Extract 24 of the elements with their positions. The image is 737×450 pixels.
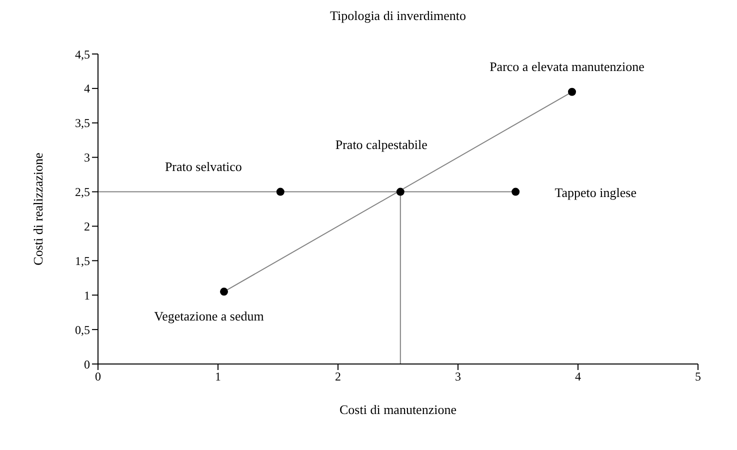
y-axis-title: Costi di realizzazione [30,152,46,266]
y-tick-label: 4 [84,82,90,96]
x-axis-title: Costi di manutenzione [340,402,457,417]
annotation: Prato calpestabile [335,136,428,152]
chart-title: Tipologia di inverdimento [328,8,468,24]
x-tick-label: 1 [215,370,221,384]
y-tick-label: 4,5 [75,47,90,62]
annotation: Prato selvatico [164,158,242,174]
x-tick-label: 3 [455,370,461,384]
annotation: Parco a elevata manutenzione [490,58,645,74]
x-tick-label: 4 [575,370,581,384]
y-tick-label: 1,5 [75,254,90,268]
annotation: Tappeto inglese [554,184,637,200]
annotation: Vegetazione a sedum [154,308,264,324]
x-tick-label: 2 [335,370,341,384]
x-tick-label: 5 [695,370,701,384]
y-tick-label: 1 [84,288,90,302]
y-tick-label: 3,5 [75,116,90,130]
x-tick-label: 0 [95,370,101,384]
y-tick-label: 3 [84,150,90,165]
y-tick-label: 2,5 [75,185,90,200]
y-tick-label: 2 [84,219,90,234]
y-tick-label: 0,5 [75,322,90,337]
y-tick-label: 0 [84,357,90,372]
